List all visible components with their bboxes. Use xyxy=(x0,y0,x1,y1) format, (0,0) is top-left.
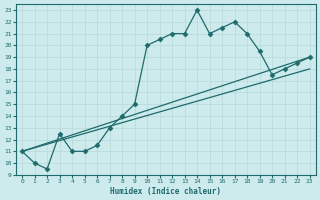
X-axis label: Humidex (Indice chaleur): Humidex (Indice chaleur) xyxy=(110,187,221,196)
